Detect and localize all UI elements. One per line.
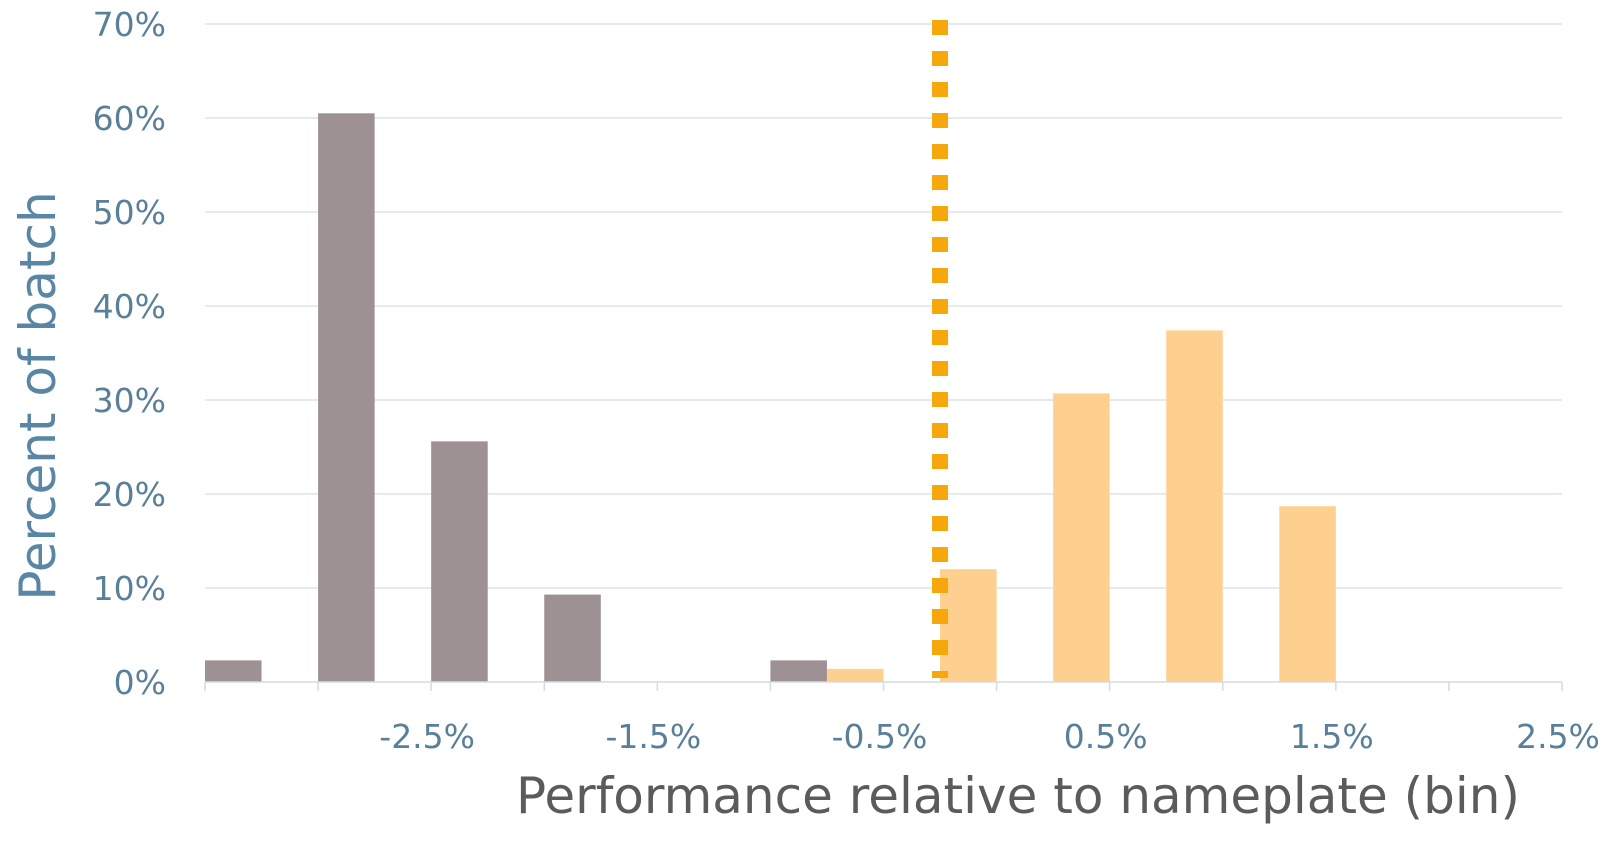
x-tick-label: 0.5% <box>1064 717 1148 756</box>
x-axis <box>204 681 1563 691</box>
bar <box>205 660 262 682</box>
y-tick-label: 60% <box>93 99 166 138</box>
bar <box>1279 506 1336 682</box>
x-tick-label: -0.5% <box>832 717 928 756</box>
y-tick-label: 40% <box>93 287 166 326</box>
y-axis-label: Percent of batch <box>9 191 67 600</box>
x-tick-label: -1.5% <box>605 717 701 756</box>
bar <box>431 441 488 682</box>
y-tick-label: 0% <box>114 663 166 702</box>
y-tick-label: 20% <box>93 475 166 514</box>
bar <box>940 569 997 682</box>
bar <box>1053 393 1110 682</box>
x-tick-label: 2.5% <box>1516 717 1600 756</box>
bars <box>205 113 1336 683</box>
x-tick-label: -2.5% <box>379 717 475 756</box>
bar <box>318 113 375 683</box>
bar <box>544 594 601 682</box>
y-tick-label: 70% <box>93 5 166 44</box>
y-tick-label: 10% <box>93 569 166 608</box>
gridlines <box>205 23 1562 589</box>
bar <box>826 668 884 682</box>
bar <box>770 660 827 682</box>
y-tick-label: 30% <box>93 381 166 420</box>
x-axis-ticks: -2.5% -1.5% -0.5% 0.5% 1.5% 2.5% <box>379 717 1600 756</box>
bar <box>1166 330 1223 682</box>
y-axis-ticks: 0% 10% 20% 30% 40% 50% 60% 70% <box>93 5 166 702</box>
y-tick-label: 50% <box>93 193 166 232</box>
x-axis-label: Performance relative to nameplate (bin) <box>516 767 1520 825</box>
x-tick-label: 1.5% <box>1290 717 1374 756</box>
